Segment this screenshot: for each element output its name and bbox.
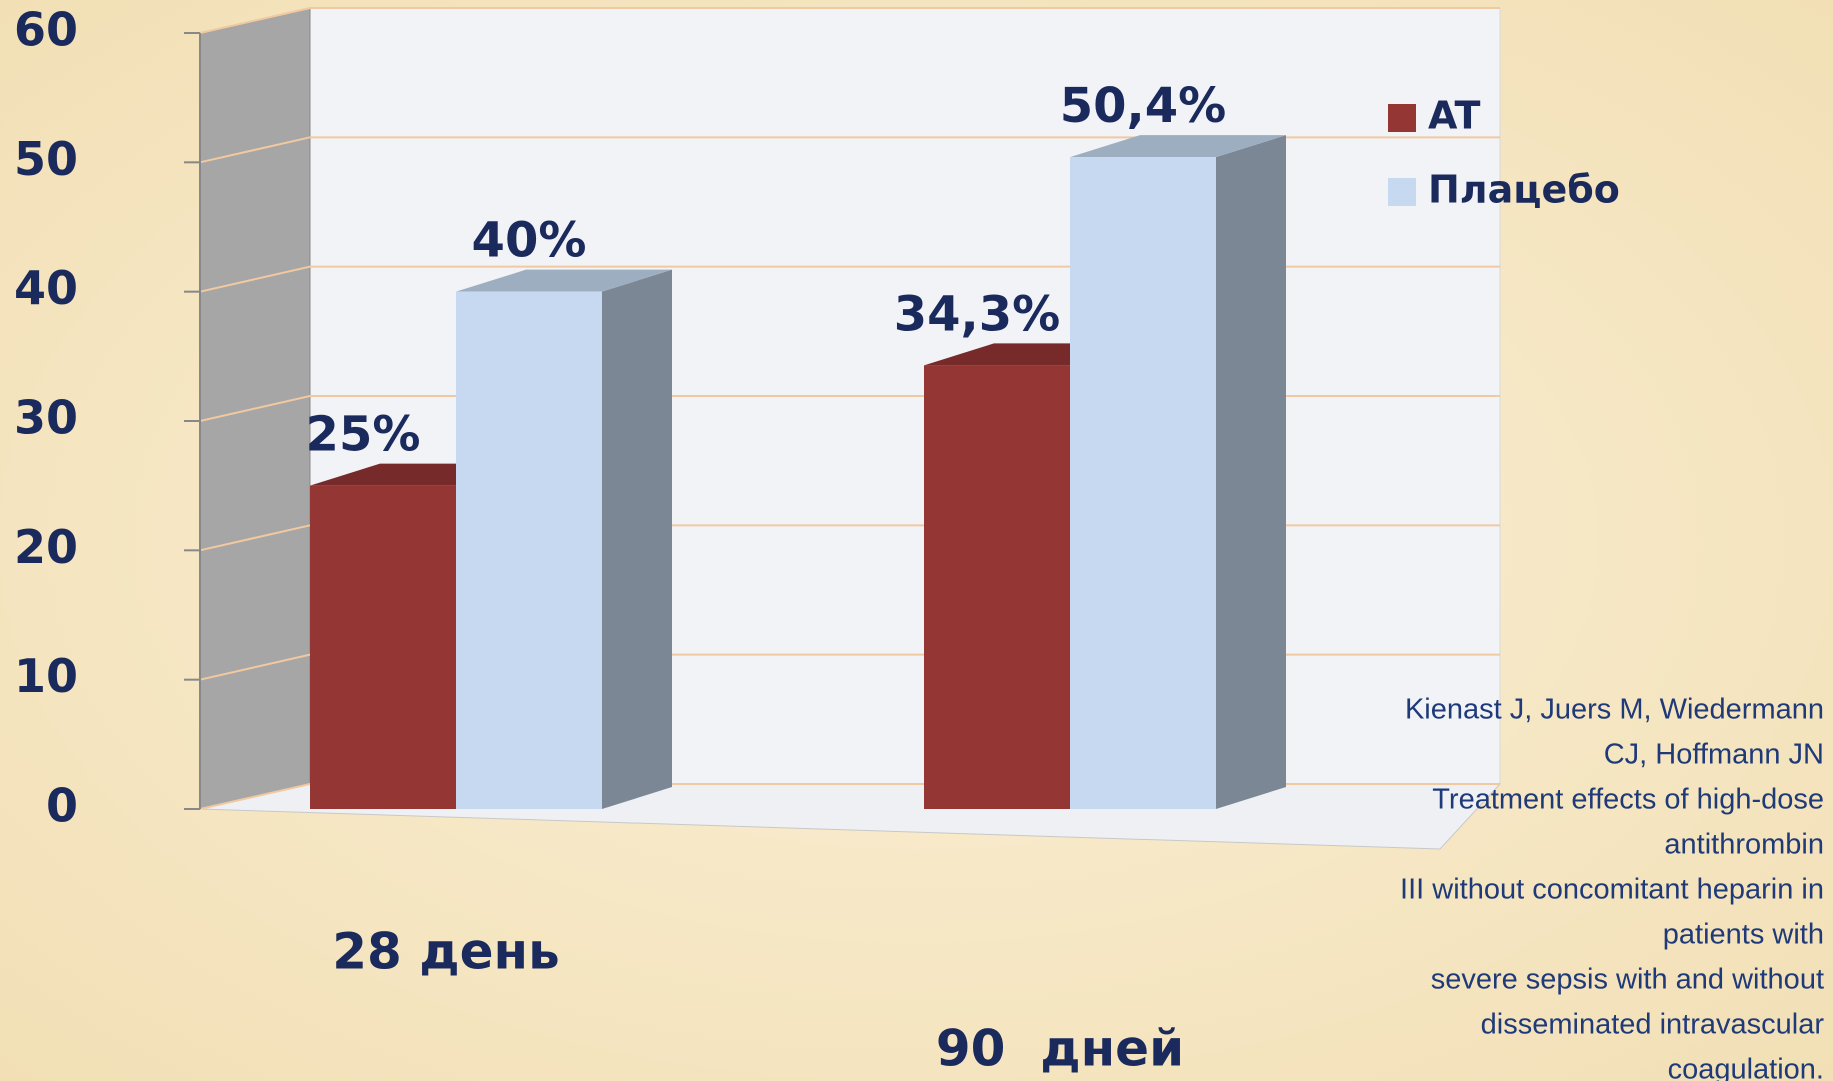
data-label: 40% [472, 213, 587, 269]
bar-top [1070, 135, 1286, 158]
data-label: 25% [306, 407, 421, 463]
citation: antithrombin [1664, 829, 1824, 861]
legend-label: AT [1428, 94, 1480, 138]
y-tick-label: 60 [14, 3, 78, 57]
citation: Kienast J, Juers M, Wiedermann [1405, 694, 1824, 726]
y-tick-label: 30 [14, 391, 78, 445]
citation: CJ, Hoffmann JN [1604, 739, 1824, 771]
citation: Treatment effects of high-dose [1432, 784, 1824, 816]
legend-swatch [1388, 104, 1416, 132]
bar-side [1216, 135, 1286, 809]
bar [456, 291, 602, 810]
data-label: 34,3% [894, 286, 1061, 342]
y-tick-label: 50 [14, 132, 78, 186]
bar [310, 485, 456, 809]
x-tick-label: 90 дней [936, 1020, 1184, 1078]
bar-top [456, 269, 672, 292]
citation: III without concomitant heparin in [1400, 874, 1824, 906]
y-tick-label: 40 [14, 261, 78, 315]
citation: patients with [1663, 919, 1824, 951]
legend-label: Плацебо [1428, 168, 1620, 212]
citation: disseminated intravascular [1481, 1009, 1825, 1041]
bar [924, 365, 1070, 809]
data-label: 50,4% [1060, 78, 1227, 134]
grid-line [199, 136, 1500, 164]
citation: coagulation. [1668, 1054, 1824, 1081]
citation: severe sepsis with and without [1431, 964, 1824, 996]
bar-side [602, 269, 672, 810]
legend-swatch [1388, 178, 1416, 206]
grid-line [199, 7, 1500, 34]
x-tick-label: 28 день [332, 923, 559, 981]
bar [1070, 157, 1216, 809]
y-tick-label: 0 [46, 779, 78, 833]
y-tick-label: 10 [14, 649, 78, 703]
y-tick-label: 20 [14, 520, 78, 574]
